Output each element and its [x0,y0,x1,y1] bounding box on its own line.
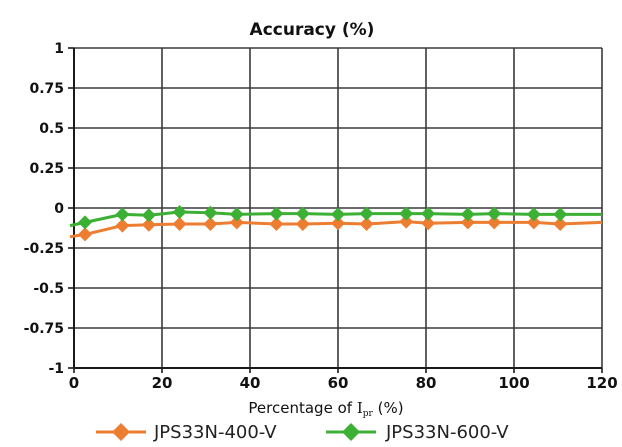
data-point-jps33n-400-v [487,215,502,230]
legend-label-jps33n-400-v: JPS33N-400-V [153,422,277,443]
y-tick-label: -1 [48,361,64,377]
data-point-jps33n-600-v [115,207,130,222]
data-point-jps33n-600-v [526,207,541,222]
data-point-jps33n-400-v [229,215,244,230]
y-tick-label: -0.5 [33,281,64,297]
chart-title: Accuracy (%) [250,20,375,40]
y-tick-label: 0.25 [29,161,64,177]
legend-item-jps33n-600-v: JPS33N-600-V [326,422,509,443]
x-axis-label-variable: I [357,399,363,417]
legend-label-jps33n-600-v: JPS33N-600-V [385,422,509,443]
data-point-jps33n-400-v [295,217,310,231]
data-point-jps33n-400-v [553,217,568,231]
data-point-jps33n-400-v [460,215,475,230]
x-axis-label-suffix: (%) [373,399,404,417]
data-point-jps33n-400-v [421,216,436,231]
y-tick-label: 0.75 [29,81,64,97]
data-point-jps33n-400-v [359,217,374,231]
y-tick-label: 0 [54,201,64,217]
x-axis-ticks: 0 20 40 60 80 100 120 [69,374,618,392]
legend-marker-jps33n-400-v [112,423,130,441]
data-point-jps33n-600-v [141,208,156,223]
data-point-jps33n-600-v [399,206,414,221]
x-tick-label: 20 [152,374,173,392]
x-axis-label-subscript: pr [363,409,374,419]
data-point-jps33n-600-v [421,206,436,221]
y-axis-ticks: 1 0.75 0.5 0.25 0 -0.25 -0.5 -0.75 -1 [24,41,65,377]
series-jps33n-600-v [69,205,602,230]
legend-item-jps33n-400-v: JPS33N-400-V [96,422,277,443]
data-point-jps33n-400-v [172,217,187,231]
y-tick-label: 0.5 [39,121,64,137]
legend: JPS33N-400-V JPS33N-600-V [96,422,509,443]
data-point-jps33n-400-v [399,214,414,229]
data-point-jps33n-600-v [487,206,502,221]
x-axis-label-prefix: Percentage of [248,399,356,417]
data-point-jps33n-600-v [331,207,345,222]
x-tick-label: 100 [498,374,529,392]
data-point-jps33n-600-v [78,215,92,230]
axes [68,47,603,373]
legend-marker-jps33n-600-v [342,423,360,441]
data-point-jps33n-600-v [203,205,218,220]
data-point-jps33n-400-v [203,217,218,231]
data-point-jps33n-400-v [331,216,345,231]
data-point-jps33n-400-v [78,227,92,242]
data-point-jps33n-400-v [115,218,130,233]
y-tick-label: 1 [54,41,64,57]
data-point-jps33n-600-v [229,207,244,222]
x-tick-label: 60 [328,374,349,392]
data-point-jps33n-600-v [172,205,187,219]
x-tick-label: 40 [240,374,261,392]
y-tick-label: -0.25 [24,241,64,257]
data-point-jps33n-600-v [460,207,475,222]
y-tick-label: -0.75 [24,321,64,337]
series [69,205,603,242]
x-tick-label: 80 [416,374,437,392]
x-axis-label: Percentage of Ipr (%) [248,399,403,419]
data-point-jps33n-400-v [526,215,541,230]
series-jps33n-400-v [69,214,603,242]
data-point-jps33n-400-v [141,217,156,232]
data-point-jps33n-600-v [359,206,374,221]
data-point-jps33n-400-v [269,217,284,231]
data-point-jps33n-600-v [269,206,284,221]
x-tick-label: 0 [69,374,79,392]
x-tick-label: 120 [586,374,617,392]
data-point-jps33n-600-v [553,207,568,222]
data-point-jps33n-600-v [295,206,310,221]
